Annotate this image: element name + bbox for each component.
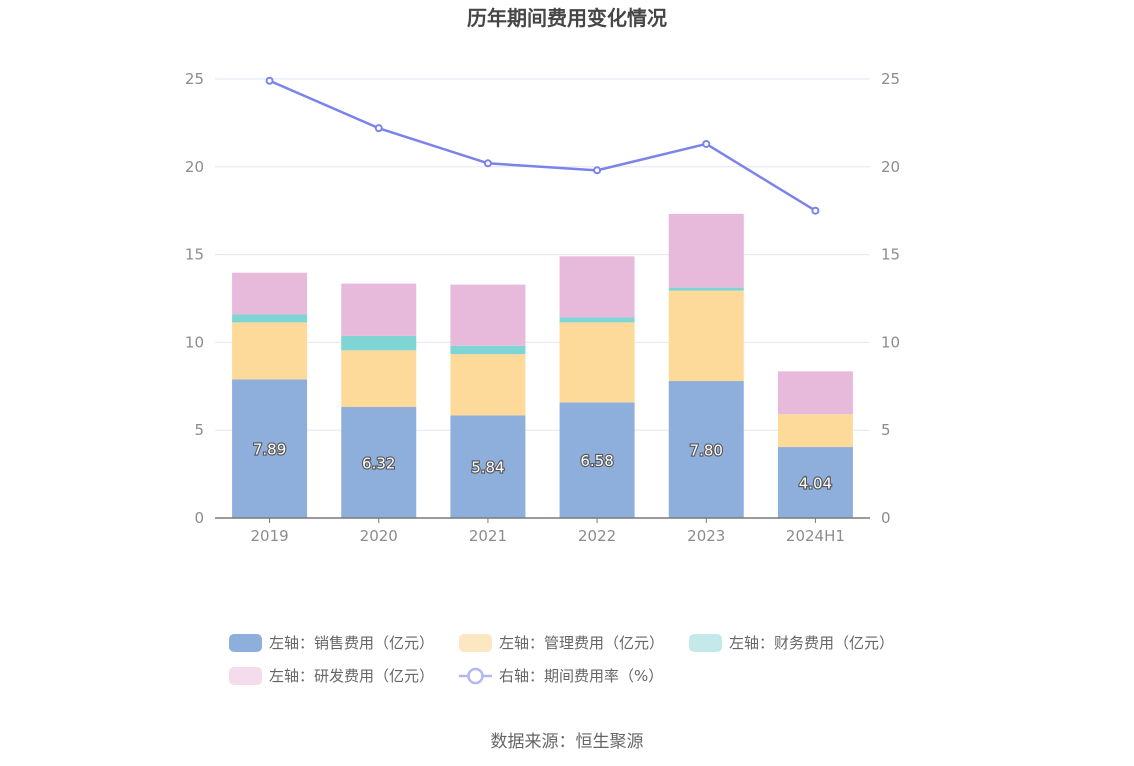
legend-swatch bbox=[459, 634, 492, 652]
x-tick-label: 2021 bbox=[469, 527, 507, 545]
x-tick-label: 2023 bbox=[687, 527, 725, 545]
bar-data-label: 6.58 bbox=[580, 452, 613, 470]
x-tick-label: 2024H1 bbox=[786, 527, 845, 545]
chart-title: 历年期间费用变化情况 bbox=[467, 6, 667, 30]
x-axis: 2019 2020 2021 2022 2023 2024H1 bbox=[215, 517, 870, 545]
legend-label: 左轴：财务费用（亿元） bbox=[729, 634, 894, 652]
y-left-tick-label: 0 bbox=[194, 509, 204, 527]
bar-segment bbox=[341, 407, 417, 518]
bar-segment bbox=[668, 290, 744, 382]
bar-segment bbox=[777, 414, 853, 448]
bar-segment bbox=[450, 415, 526, 518]
grid-lines bbox=[215, 78, 870, 431]
y-right-tick-label: 0 bbox=[881, 509, 891, 527]
bar-segment bbox=[232, 379, 308, 518]
y-left-tick-label: 15 bbox=[185, 246, 204, 264]
bar-segment bbox=[777, 447, 853, 518]
bar-segment bbox=[232, 314, 308, 323]
data-labels: 7.89 6.32 5.84 6.58 7.80 4.04 bbox=[252, 440, 833, 494]
legend-label: 左轴：管理费用（亿元） bbox=[499, 634, 664, 652]
bar-segment bbox=[559, 402, 635, 518]
legend-label: 左轴：销售费用（亿元） bbox=[269, 634, 434, 652]
x-tick-label: 2020 bbox=[360, 527, 398, 545]
line-point bbox=[374, 124, 383, 133]
line-point bbox=[702, 139, 711, 148]
bar-series bbox=[232, 213, 853, 518]
line-point bbox=[483, 159, 492, 168]
line-point bbox=[265, 76, 274, 85]
y-axis-right: 0 5 10 15 20 25 bbox=[881, 70, 900, 527]
legend-label: 右轴：期间费用率（%） bbox=[499, 667, 663, 685]
bar-data-label: 7.80 bbox=[690, 442, 723, 460]
x-tick-label: 2019 bbox=[250, 527, 288, 545]
bar-segment bbox=[341, 350, 417, 408]
bar-segment bbox=[450, 284, 526, 346]
legend-swatch bbox=[689, 634, 722, 652]
bar-segment bbox=[450, 354, 526, 416]
y-right-tick-label: 5 bbox=[881, 421, 891, 439]
bar-segment bbox=[232, 322, 308, 380]
line-series bbox=[265, 76, 820, 215]
legend: 左轴：销售费用（亿元） 左轴：管理费用（亿元） 左轴：财务费用（亿元） 左轴：研发费用… bbox=[229, 634, 894, 685]
y-axis-left: 0 5 10 15 20 25 bbox=[185, 70, 204, 527]
legend-label: 左轴：研发费用（亿元） bbox=[269, 667, 434, 685]
bar-segment bbox=[668, 381, 744, 518]
bar-data-label: 7.89 bbox=[253, 441, 286, 459]
line-point bbox=[593, 166, 602, 175]
bar-data-label: 5.84 bbox=[471, 459, 504, 477]
legend-swatch-marker bbox=[467, 667, 484, 685]
bar-segment bbox=[668, 287, 744, 291]
y-left-tick-label: 5 bbox=[194, 421, 204, 439]
y-right-tick-label: 10 bbox=[881, 333, 900, 351]
bar-segment bbox=[450, 345, 526, 355]
bar-segment bbox=[559, 256, 635, 318]
line-series-path bbox=[269, 79, 817, 212]
y-right-tick-label: 15 bbox=[881, 246, 900, 264]
bar-segment bbox=[668, 213, 744, 288]
y-right-tick-label: 25 bbox=[881, 70, 900, 88]
bar-segment bbox=[341, 335, 417, 351]
bar-segment bbox=[777, 371, 853, 415]
bar-data-label: 4.04 bbox=[799, 475, 832, 493]
bar-segment bbox=[559, 322, 635, 403]
y-right-tick-label: 20 bbox=[881, 158, 900, 176]
bar-data-label: 6.32 bbox=[362, 455, 395, 473]
y-left-tick-label: 10 bbox=[185, 333, 204, 351]
bar-segment bbox=[232, 272, 308, 315]
source-note: 数据来源：恒生聚源 bbox=[491, 732, 644, 752]
line-point bbox=[811, 206, 820, 215]
legend-swatch bbox=[229, 667, 262, 685]
bar-segment bbox=[341, 283, 417, 336]
bar-segment bbox=[559, 317, 635, 323]
legend-swatch bbox=[229, 634, 262, 652]
y-left-tick-label: 25 bbox=[185, 70, 204, 88]
y-left-tick-label: 20 bbox=[185, 158, 204, 176]
x-tick-label: 2022 bbox=[578, 527, 616, 545]
